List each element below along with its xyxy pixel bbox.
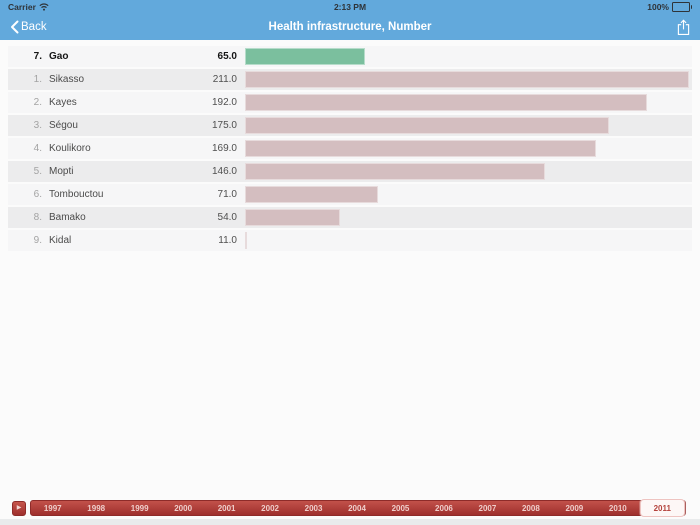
bar-track	[245, 117, 689, 134]
table-row[interactable]: 6. Tombouctou 71.0	[8, 184, 692, 205]
value-bar	[245, 71, 689, 88]
bar-track	[245, 186, 689, 203]
page-title: Health infrastructure, Number	[268, 21, 432, 33]
row-region-name: Koulikoro	[49, 143, 91, 154]
table-row[interactable]: 7. Gao 65.0	[8, 46, 692, 67]
table-row[interactable]: 9. Kidal 11.0	[8, 230, 692, 251]
row-value: 54.0	[217, 212, 237, 223]
row-region-name: Bamako	[49, 212, 86, 223]
row-region-name: Gao	[49, 51, 69, 62]
row-rank: 3.	[33, 120, 42, 131]
value-bar	[245, 94, 647, 111]
year-option[interactable]: 2008	[521, 503, 540, 513]
header: Carrier 2:13 PM 100% Back Health infrast…	[0, 0, 700, 40]
year-option[interactable]: 2000	[174, 503, 193, 513]
bar-track	[245, 209, 689, 226]
row-value: 175.0	[211, 120, 237, 131]
bottom-edge	[0, 519, 700, 525]
year-timeline: ▶ 1997 1998 1999 2000 2001 2002 2003 2004 2005 20…	[12, 499, 686, 517]
timeline-track[interactable]: 1997 1998 1999 2000 2001 2002 2003 2004 2005 2006…	[30, 499, 686, 517]
year-option[interactable]: 1997	[43, 503, 62, 513]
play-icon: ▶	[16, 505, 22, 511]
back-label: Back	[21, 21, 47, 33]
year-option[interactable]: 2004	[348, 503, 366, 513]
year-option[interactable]: 1998	[87, 503, 106, 513]
share-button[interactable]	[677, 18, 690, 36]
row-region-name: Mopti	[49, 166, 74, 177]
bar-track	[245, 232, 689, 249]
back-chevron-icon	[11, 20, 19, 34]
table-row[interactable]: 3. Ségou 175.0	[8, 115, 692, 136]
value-bar	[245, 163, 545, 180]
row-rank: 5.	[33, 166, 42, 177]
battery-icon	[672, 2, 692, 12]
row-rank: 6.	[33, 189, 42, 200]
row-value: 71.0	[217, 189, 237, 200]
clock: 2:13 PM	[333, 2, 367, 12]
row-rank: 2.	[33, 97, 42, 108]
row-region-name: Tombouctou	[49, 189, 104, 200]
year-option[interactable]: 2010	[608, 503, 627, 513]
wifi-icon	[39, 3, 49, 11]
row-value: 169.0	[211, 143, 237, 154]
year-option[interactable]: 2006	[435, 503, 453, 513]
value-bar	[245, 48, 365, 65]
bar-track	[245, 163, 689, 180]
year-option[interactable]: 2007	[478, 503, 497, 513]
bar-track	[245, 71, 689, 88]
row-rank: 9.	[33, 235, 42, 246]
back-button[interactable]: Back	[10, 20, 47, 34]
year-option[interactable]: 2001	[217, 503, 236, 513]
bar-track	[245, 94, 689, 111]
row-region-name: Kidal	[49, 235, 72, 246]
share-icon	[677, 18, 690, 35]
value-bar	[245, 117, 610, 134]
row-rank: 7.	[33, 51, 42, 62]
row-value: 65.0	[217, 51, 237, 62]
table-row[interactable]: 5. Mopti 146.0	[8, 161, 692, 182]
row-region-name: Ségou	[49, 120, 78, 131]
play-button[interactable]: ▶	[12, 500, 26, 516]
table-row[interactable]: 4. Koulikoro 169.0	[8, 138, 692, 159]
year-option[interactable]: 2005	[391, 503, 410, 513]
bar-track	[245, 48, 689, 65]
value-bar	[245, 209, 341, 226]
row-value: 11.0	[218, 235, 237, 246]
value-bar	[245, 232, 247, 249]
carrier-label: Carrier	[8, 2, 36, 12]
year-option[interactable]: 2003	[304, 503, 323, 513]
value-bar	[245, 140, 596, 157]
row-region-name: Kayes	[49, 97, 77, 108]
battery-percent: 100%	[647, 2, 669, 12]
region-bar-list: 7. Gao 65.0 1. Sikasso 211.0 2. Kayes 192.0 3. Ség…	[8, 46, 692, 253]
table-row[interactable]: 1. Sikasso 211.0	[8, 69, 692, 90]
year-option[interactable]: 1999	[130, 503, 149, 513]
navigation-bar: Back Health infrastructure, Number	[0, 14, 700, 40]
value-bar	[245, 186, 379, 203]
bar-track	[245, 140, 689, 157]
year-option[interactable]: 2002	[261, 503, 279, 513]
row-region-name: Sikasso	[49, 74, 85, 85]
year-selected[interactable]: 2011	[639, 499, 686, 517]
row-rank: 4.	[33, 143, 42, 154]
row-rank: 8.	[33, 212, 42, 223]
row-value: 192.0	[211, 97, 237, 108]
table-row[interactable]: 2. Kayes 192.0	[8, 92, 692, 113]
table-row[interactable]: 8. Bamako 54.0	[8, 207, 692, 228]
status-bar: Carrier 2:13 PM 100%	[0, 0, 700, 14]
row-value: 146.0	[211, 166, 237, 177]
year-option[interactable]: 2009	[565, 503, 584, 513]
row-value: 211.0	[212, 74, 237, 85]
row-rank: 1.	[33, 74, 42, 85]
